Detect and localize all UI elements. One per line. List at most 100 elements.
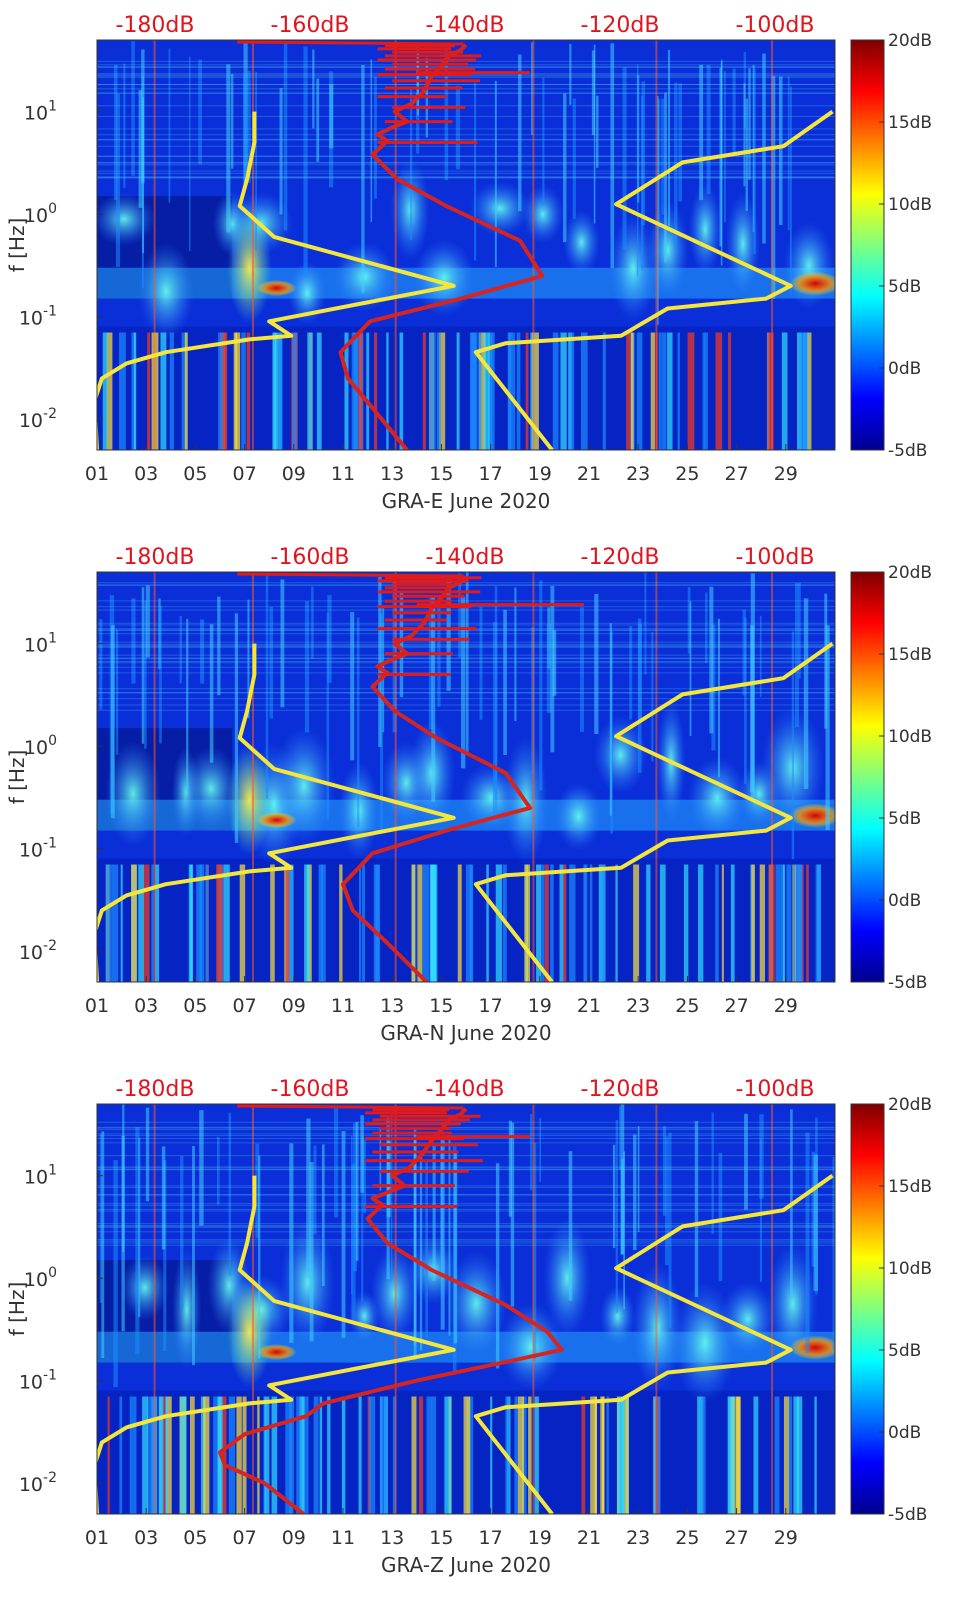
transient-streak [644, 572, 647, 675]
low-band-bar [417, 864, 423, 982]
low-band-bar [457, 864, 462, 982]
low-band-bar [483, 332, 490, 450]
transient-streak [474, 82, 477, 261]
low-band-bar [319, 1396, 323, 1514]
transient-streak [580, 607, 584, 733]
transient-streak [546, 624, 552, 713]
energy-blob [647, 201, 689, 300]
transient-streak [99, 1134, 102, 1303]
y-tick-exponent: -2 [43, 938, 57, 954]
noise-line [97, 1155, 835, 1157]
transient-streak [390, 1108, 393, 1281]
transient-streak [657, 99, 661, 229]
noise-line [97, 688, 835, 690]
low-band-bar [617, 1396, 624, 1514]
transient-streak [609, 623, 612, 816]
noise-line [97, 1240, 835, 1242]
low-band-bar [277, 332, 283, 450]
transient-streak [217, 596, 221, 696]
low-band-bar [456, 332, 460, 450]
transient-streak [745, 98, 748, 211]
energy-blob [227, 212, 272, 323]
noise-line [97, 92, 835, 94]
noise-line [97, 1185, 835, 1187]
y-tick-label: 10-2 [19, 938, 57, 964]
transient-streak [633, 1134, 637, 1251]
low-band-bar [160, 332, 167, 450]
energy-blob [600, 1286, 636, 1348]
noise-line [97, 654, 835, 656]
low-band-bar [147, 1396, 154, 1514]
transient-streak [99, 619, 103, 710]
transient-streak [569, 43, 572, 105]
low-band-bar [264, 1396, 270, 1514]
low-band-bar [431, 1396, 437, 1514]
noise-line [97, 128, 835, 130]
energy-blob [688, 183, 722, 276]
low-band-bar [304, 864, 310, 982]
top-db-label: -160dB [271, 13, 350, 38]
low-band-bar [753, 1396, 759, 1514]
low-band-bar [600, 1396, 605, 1514]
low-band-bar [727, 1396, 735, 1514]
low-band-bar [180, 1396, 187, 1514]
transient-streak [550, 585, 555, 753]
low-band-bar [774, 1396, 780, 1514]
low-band-bar [569, 864, 576, 982]
low-band-bar [704, 332, 708, 450]
low-band-bar [296, 1396, 301, 1514]
x-tick-label: 23 [626, 463, 650, 485]
low-band-bar [806, 864, 809, 982]
x-tick-label: 13 [380, 995, 404, 1017]
transient-streak [216, 1136, 220, 1205]
low-band-bar [301, 1396, 309, 1514]
transient-streak [495, 1163, 500, 1369]
noise-line [97, 660, 835, 662]
x-tick-label: 11 [331, 463, 355, 485]
low-band-bar [236, 1396, 242, 1514]
top-db-label: -160dB [271, 545, 350, 570]
low-band-bar [235, 332, 238, 450]
low-band-bar [138, 864, 144, 982]
colorbar-label: 0dB [888, 891, 921, 911]
noise-line [97, 584, 835, 586]
x-tick-label: 03 [134, 463, 158, 485]
transient-streak [724, 71, 726, 223]
noise-line [97, 1194, 835, 1196]
low-band-bar [313, 1396, 319, 1514]
y-tick-label: 10-1 [19, 1368, 57, 1394]
energy-peak [256, 1344, 297, 1361]
spike-line [394, 1104, 397, 1514]
low-band-bar [318, 864, 324, 982]
x-tick-label: 03 [134, 1527, 158, 1549]
energy-blob [227, 744, 272, 855]
low-band-bar [392, 1396, 397, 1514]
energy-peak [789, 1335, 835, 1360]
low-band-bar [715, 332, 723, 450]
transient-streak [135, 1127, 140, 1354]
noise-line [97, 138, 835, 140]
transient-streak [759, 1114, 764, 1199]
low-band-bar [661, 332, 667, 450]
transient-streak [440, 1135, 445, 1330]
colorbar-label: 15dB [888, 645, 932, 665]
y-axis-title: f [Hz] [5, 750, 29, 805]
noise-line [97, 1208, 835, 1210]
x-axis-title: GRA-N June 2020 [380, 1021, 551, 1045]
transient-streak [461, 596, 466, 769]
x-tick-label: 29 [774, 995, 798, 1017]
transient-streak [437, 595, 441, 707]
transient-streak [750, 573, 755, 798]
colorbar-label: 10dB [888, 727, 932, 747]
transient-streak [361, 65, 365, 293]
low-band-bar [181, 332, 187, 450]
low-band-bar [516, 332, 521, 450]
low-band-bar [438, 332, 446, 450]
noise-line [97, 1226, 835, 1228]
transient-streak [832, 1156, 835, 1351]
low-band-bar [581, 1396, 586, 1514]
transient-streak [594, 593, 599, 735]
transient-streak [787, 76, 790, 230]
